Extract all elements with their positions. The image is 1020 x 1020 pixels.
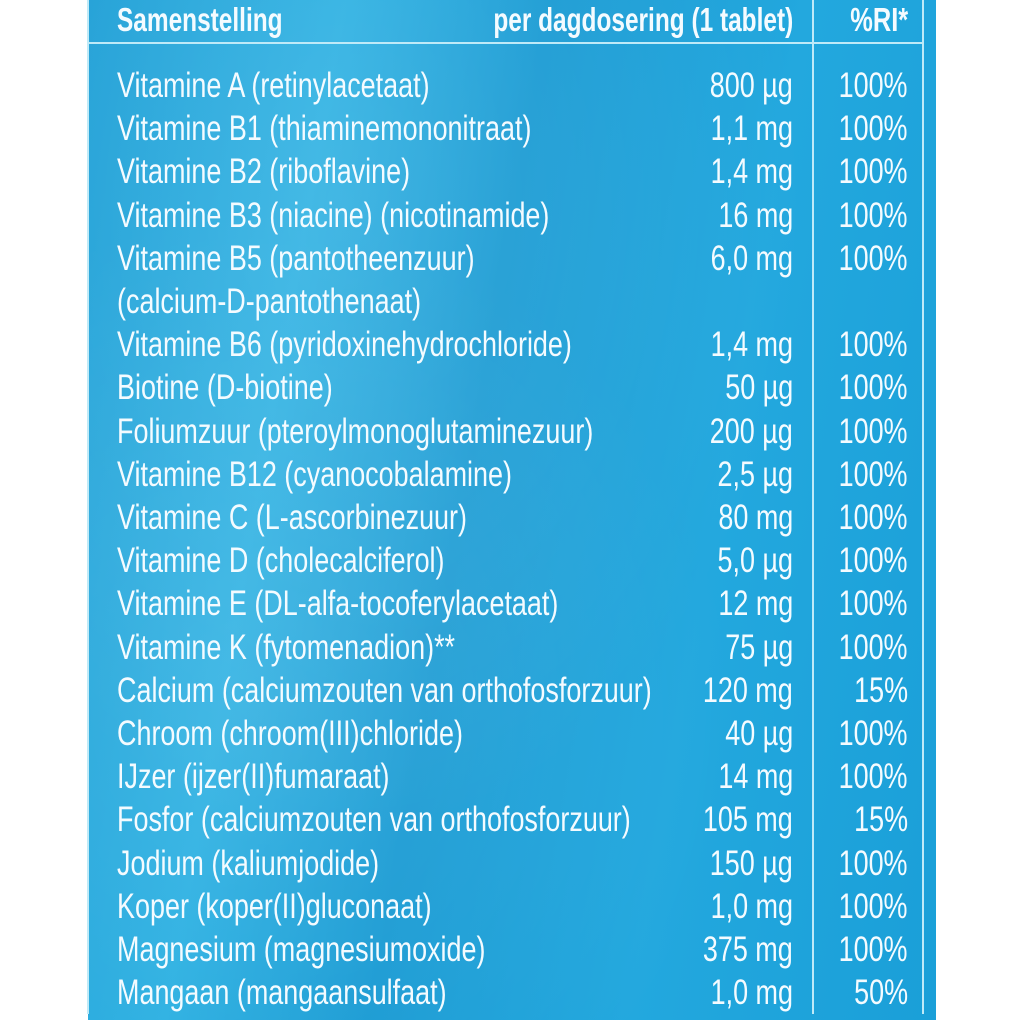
ingredient-ri: 100% — [839, 627, 908, 667]
ingredient-name: Vitamine B12 (cyanocobalamine) — [117, 454, 512, 494]
ingredient-amount: 2,5 µg — [717, 454, 793, 494]
table-row: Vitamine B5 (pantotheenzuur) 6,0 mg 100% — [0, 237, 1020, 280]
ingredient-name: Jodium (kaliumjodide) — [117, 843, 380, 883]
table-row: Biotine (D-biotine) 50 µg 100% — [0, 366, 1020, 409]
ingredient-name: Vitamine B6 (pyridoxinehydrochloride) — [117, 325, 572, 365]
ingredient-amount: 105 mg — [703, 800, 793, 840]
table-row: Calcium (calciumzouten van orthofosforzu… — [0, 669, 1020, 712]
ingredient-ri: 100% — [839, 152, 908, 192]
ingredient-ri: 100% — [839, 325, 908, 365]
ingredient-name: Vitamine B1 (thiaminemononitraat) — [117, 109, 532, 149]
ingredient-ri: 100% — [839, 195, 908, 235]
column-divider — [812, 0, 814, 1014]
table-row: Vitamine B1 (thiaminemononitraat) 1,1 mg 1… — [0, 107, 1020, 150]
ingredient-ri: 100% — [839, 930, 908, 969]
ingredient-ri: 100% — [839, 411, 908, 451]
ingredient-amount: 150 µg — [710, 843, 793, 883]
ingredient-ri: 100% — [839, 714, 908, 753]
ingredient-amount: 6,0 mg — [710, 238, 793, 278]
ingredient-name: Magnesium (magnesiumoxide) — [117, 930, 486, 969]
ingredient-amount: 50 µg — [725, 368, 793, 408]
ingredient-amount: 80 mg — [718, 498, 793, 537]
table-row: Vitamine K (fytomenadion)** 75 µg 100% — [0, 626, 1020, 669]
ingredient-name: Vitamine C (L-ascorbinezuur) — [117, 498, 468, 537]
table-row: Vitamine D (cholecalciferol) 5,0 µg 100% — [0, 539, 1020, 582]
table-row: Koper (koper(II)gluconaat) 1,0 mg 100% — [0, 885, 1020, 928]
ingredient-amount: 1,4 mg — [710, 152, 793, 192]
table-border-left — [87, 0, 89, 1014]
label-panel — [88, 0, 936, 1020]
ingredient-amount: 1,4 mg — [710, 325, 793, 365]
ingredient-name: Calcium (calciumzouten van orthofosforzu… — [117, 670, 652, 710]
ingredient-name: Biotine (D-biotine) — [117, 368, 333, 408]
table-row: Vitamine B2 (riboflavine) 1,4 mg 100% — [0, 150, 1020, 193]
table-row: Mangaan (mangaansulfaat) 1,0 mg 50% — [0, 971, 1020, 1014]
table-row: Fosfor (calciumzouten van orthofosforzuu… — [0, 798, 1020, 841]
ingredient-name: Vitamine B3 (niacine) (nicotinamide) — [117, 195, 550, 235]
ingredient-ri: 100% — [839, 498, 908, 537]
table-header: Samenstelling per dagdosering (1 tablet)… — [0, 0, 1020, 41]
table-row: Foliumzuur (pteroylmonoglutaminezuur) 200… — [0, 410, 1020, 453]
ingredient-amount: 40 µg — [725, 714, 793, 753]
ingredient-ri: 100% — [839, 109, 908, 149]
table-row: Vitamine B12 (cyanocobalamine) 2,5 µg 100% — [0, 453, 1020, 496]
table-border-right — [922, 0, 924, 1014]
table-row: Vitamine B3 (niacine) (nicotinamide) 16 m… — [0, 194, 1020, 237]
table-row: Jodium (kaliumjodide) 150 µg 100% — [0, 842, 1020, 885]
ingredient-name: Vitamine B2 (riboflavine) — [117, 152, 411, 192]
ingredient-amount: 1,0 mg — [710, 886, 793, 926]
ingredient-amount: 200 µg — [710, 411, 793, 451]
ingredient-amount: 75 µg — [725, 627, 793, 667]
ingredient-ri: 15% — [854, 800, 908, 840]
table-row: Magnesium (magnesiumoxide) 375 mg 100% — [0, 928, 1020, 971]
table-row: Vitamine A (retinylacetaat) 800 µg 100% — [0, 64, 1020, 107]
table-row: Vitamine B6 (pyridoxinehydrochloride) 1,4… — [0, 323, 1020, 366]
ingredient-name: (calcium-D-pantothenaat) — [117, 282, 422, 321]
ingredient-ri: 100% — [839, 757, 908, 797]
ingredient-ri: 100% — [839, 66, 908, 105]
ingredient-amount: 800 µg — [710, 66, 793, 105]
header-composition: Samenstelling — [117, 1, 283, 38]
ingredient-ri: 15% — [854, 670, 908, 710]
ingredient-ri: 100% — [839, 238, 908, 278]
header-ri: %RI* — [850, 1, 908, 38]
ingredient-ri: 100% — [839, 454, 908, 494]
ingredient-name: Foliumzuur (pteroylmonoglutaminezuur) — [117, 411, 594, 451]
ingredient-ri: 100% — [839, 843, 908, 883]
ingredient-name: Chroom (chroom(III)chloride) — [117, 714, 463, 753]
ingredient-name: Vitamine E (DL-alfa-tocoferylacetaat) — [117, 584, 559, 624]
ingredient-amount: 1,1 mg — [710, 109, 793, 149]
ingredient-amount: 5,0 µg — [717, 541, 793, 581]
ingredient-amount: 375 mg — [703, 930, 793, 969]
ingredient-ri: 100% — [839, 886, 908, 926]
ingredient-ri: 50% — [854, 973, 908, 1013]
ingredient-name: Vitamine A (retinylacetaat) — [117, 66, 430, 105]
ingredient-ri: 100% — [839, 541, 908, 581]
ingredient-name: Mangaan (mangaansulfaat) — [117, 973, 447, 1013]
table-row: Vitamine C (L-ascorbinezuur) 80 mg 100% — [0, 496, 1020, 539]
header-dose: per dagdosering (1 tablet) — [493, 1, 793, 38]
ingredient-ri: 100% — [839, 368, 908, 408]
ingredient-name: Vitamine K (fytomenadion)** — [117, 627, 456, 667]
ingredient-name: IJzer (ijzer(II)fumaraat) — [117, 757, 390, 797]
table-row: (calcium-D-pantothenaat) — [0, 280, 1020, 323]
table-row: IJzer (ijzer(II)fumaraat) 14 mg 100% — [0, 755, 1020, 798]
ingredient-ri: 100% — [839, 584, 908, 624]
table-row: Chroom (chroom(III)chloride) 40 µg 100% — [0, 712, 1020, 755]
ingredient-name: Koper (koper(II)gluconaat) — [117, 886, 432, 926]
table-row: Vitamine E (DL-alfa-tocoferylacetaat) 12 … — [0, 582, 1020, 625]
ingredient-name: Fosfor (calciumzouten van orthofosforzuu… — [117, 800, 631, 840]
ingredient-amount: 14 mg — [718, 757, 793, 797]
ingredient-name: Vitamine D (cholecalciferol) — [117, 541, 445, 581]
ingredient-amount: 1,0 mg — [710, 973, 793, 1013]
ingredient-amount: 12 mg — [718, 584, 793, 624]
ingredient-amount: 16 mg — [718, 195, 793, 235]
header-divider — [88, 42, 924, 44]
ingredient-amount: 120 mg — [703, 670, 793, 710]
ingredient-name: Vitamine B5 (pantotheenzuur) — [117, 238, 475, 278]
